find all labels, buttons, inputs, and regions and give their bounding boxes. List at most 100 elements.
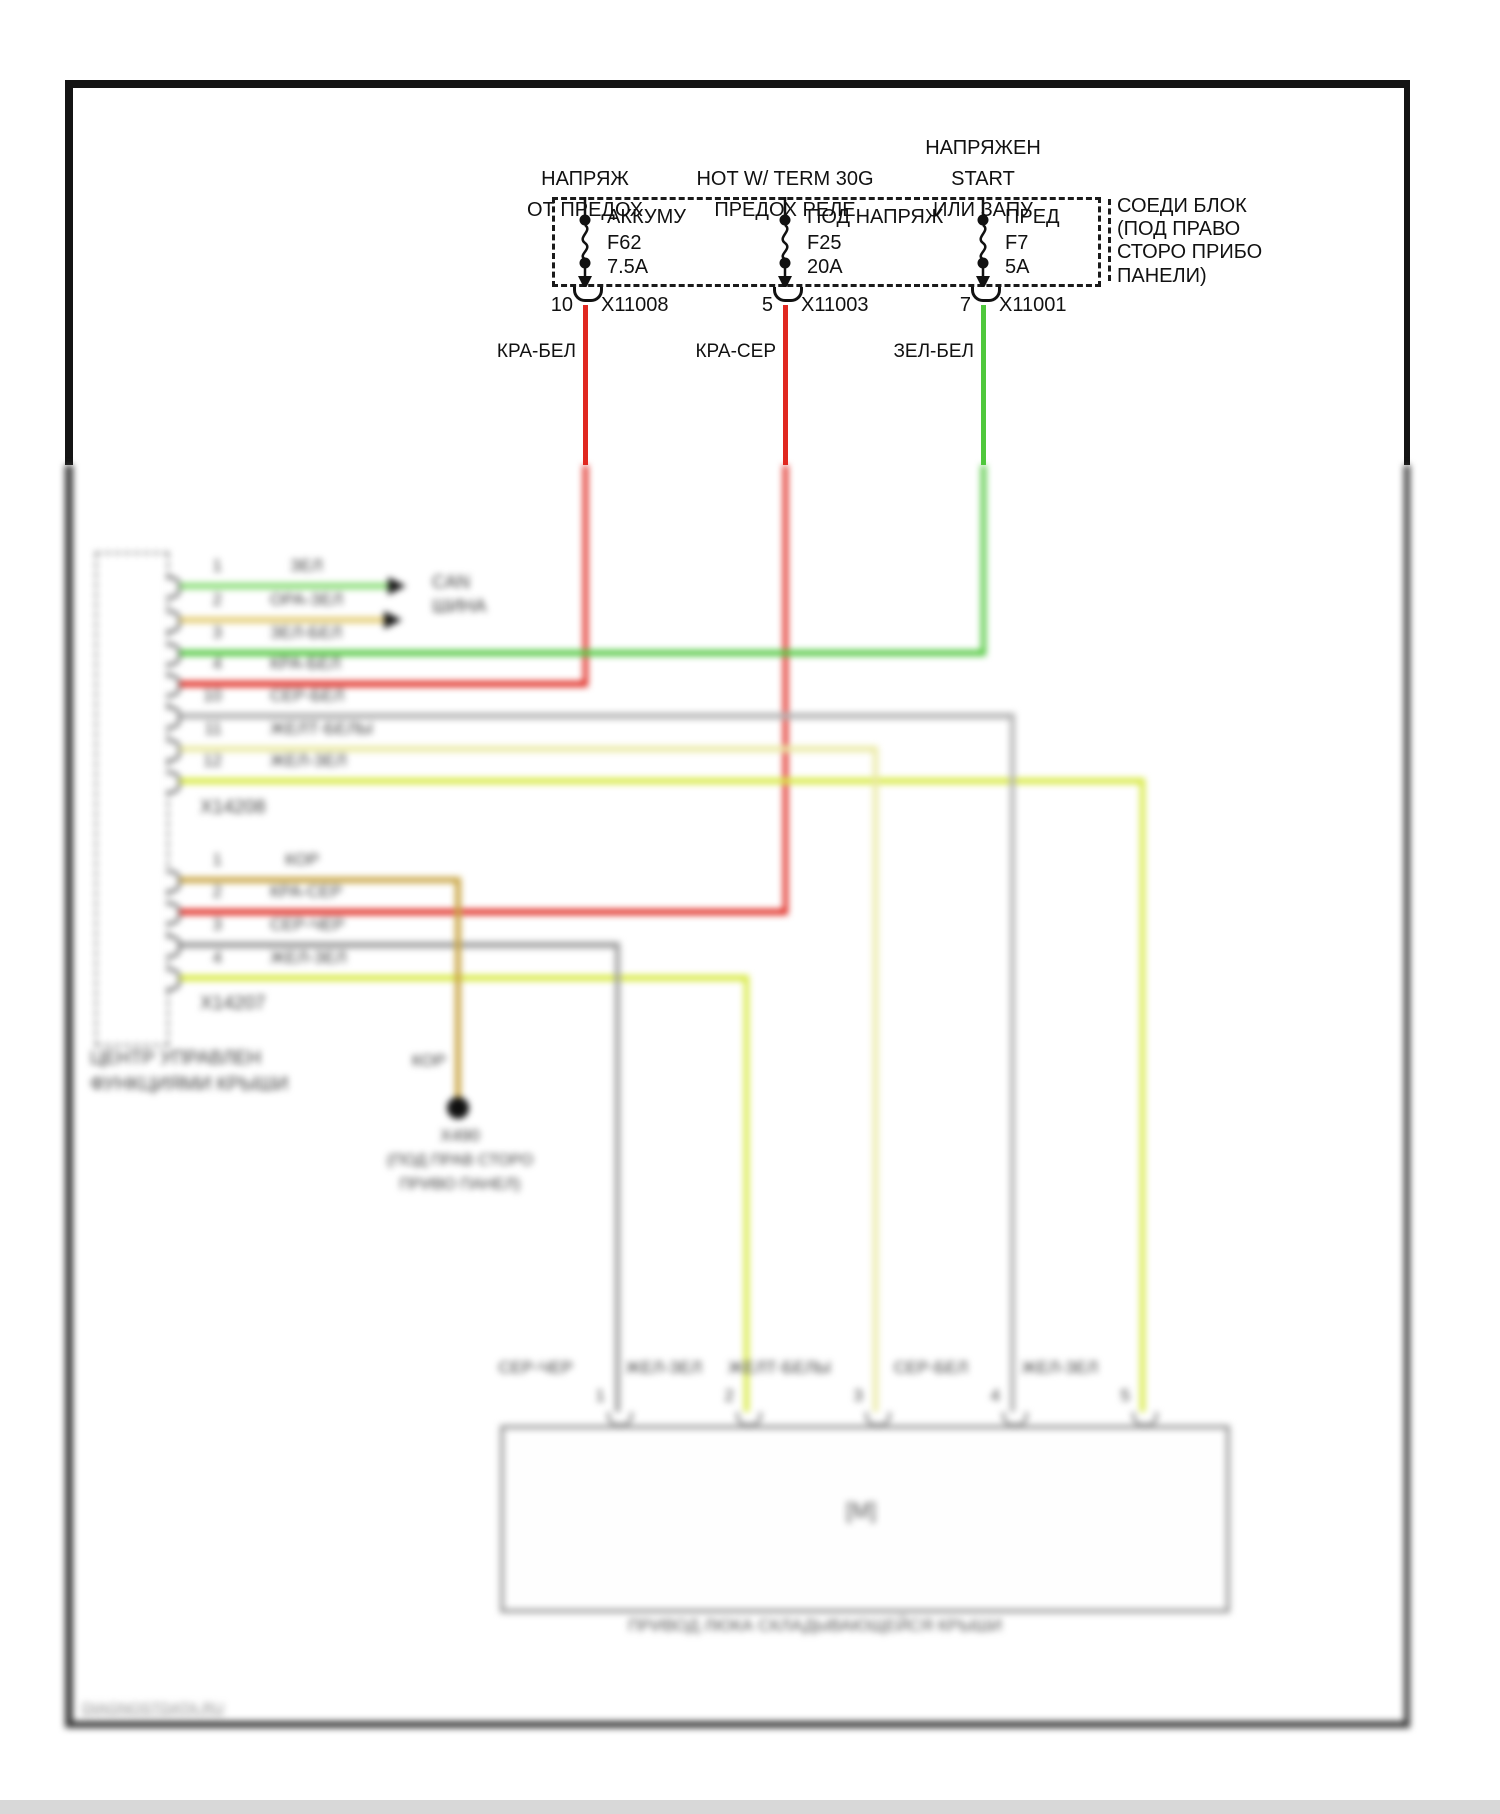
rail2-pin: 5 [761,294,773,316]
conn-b-pin1-num: 1 [212,850,222,869]
wire-kra-bel-stub [583,305,588,465]
conn-a-pin10-arc [166,706,181,729]
junction-note-line4: ПАНЕЛИ) [1117,265,1207,287]
can-label-2: ШИНА [432,596,487,616]
conn-a-pin2-num: 2 [212,590,222,609]
rail3-header-line2: START [951,168,1015,190]
motor-caption: ПРИВОД ЛЮКА СКЛАДЫВАЮЩЕЙСЯ КРЫШИ [628,1616,1002,1635]
wire-zhel-zel-horizontal-b [180,975,749,981]
rail3-wire-label: ЗЕЛ-БЕЛ [893,341,974,362]
wire-kra-bel-vertical [583,465,588,686]
frame-top-border [65,80,1410,88]
junction-note-line3: СТОРО ПРИБО [1117,241,1263,263]
motor-pin5-num: 5 [1120,1386,1130,1405]
conn-b-pin4-arc [166,968,181,991]
wire-kor-horizontal [180,877,461,883]
rail1-header-line1: НАПРЯЖ [541,168,629,190]
rail1-pin: 10 [550,294,573,316]
motor-pin3-wire: ЖЕЛТ-БЕЛЫ [728,1358,831,1377]
motor-pin1-num: 1 [595,1386,605,1405]
rail1-connector: X11008 [601,294,669,316]
conn-a-pin4-num: 4 [212,654,222,673]
conn-a-pin11-arc [166,739,181,762]
conn-b-pin2-wire: КРА-СЕР [270,882,343,901]
connector-symbol-x11008 [573,287,603,302]
frame-left-border-top [65,80,73,465]
motor-pin1-wire: СЕР-ЧЕР [498,1358,573,1377]
fuse1-rating: 7.5A [607,256,649,278]
motor-symbol: [М] [845,1498,877,1523]
frame-right-border-bottom [1404,465,1410,1725]
conn-b-pin3-wire: СЕР-ЧЕР [270,915,345,934]
bottom-gray-strip [0,1800,1500,1814]
motor-pin4-arc [1002,1412,1028,1426]
frame-left-border-bottom [65,465,73,1725]
fuse2-rating: 20A [807,256,843,278]
fuse-symbol-f25 [778,197,792,290]
splice-name: X490 [440,1126,480,1145]
conn-a-pin12-arc [166,771,181,794]
motor-pin2-num: 2 [724,1386,734,1405]
wire-kra-ser-stub [783,305,788,465]
conn-b-pin3-arc [166,935,181,958]
conn-a-pin1-arc [166,576,181,599]
conn-a-pin3-num: 3 [212,623,222,642]
wire-can-low [180,617,388,623]
wire-zel-bel-vertical [981,465,986,656]
conn-a-pin1-num: 1 [212,556,222,575]
junction-note-line2: (ПОД ПРАВО [1117,218,1241,240]
wire-zhel-zel-horizontal-a [180,778,1145,784]
wire-zhel-zel-vertical-b [744,975,749,1425]
fuse2-name: ПОД НАПРЯЖ [807,206,944,228]
splice-note1: (ПОД ПРАВ СТОРО [386,1152,534,1169]
motor-pin3-arc [865,1412,891,1426]
wire-ser-cher-vertical [615,942,620,1425]
conn-b-pin2-arc [166,902,181,925]
rail3-connector: X11001 [999,294,1067,316]
conn-b-pin4-wire: ЖЕЛ-ЗЕЛ [270,948,347,967]
rail2-connector: X11003 [801,294,869,316]
wire-zhelt-bely-horizontal [180,746,878,752]
fuse3-rating: 5A [1005,256,1030,278]
rail2-header-line1: HOT W/ TERM 30G [696,168,874,190]
rail3-pin: 7 [959,294,971,316]
conn-a-pin4-wire: КРА-БЕЛ [270,654,341,673]
conn-b-pin2-num: 2 [212,882,222,901]
connector-b-label: X14207 [200,993,266,1014]
connector-symbol-x11003 [773,287,803,302]
rail2-wire-label: КРА-СЕР [695,341,776,362]
module-name-line1: ЦЕНТР УПРАВЛЕН [90,1048,262,1069]
can-arrow-1 [388,577,406,595]
fuse3-id: F7 [1005,232,1029,254]
can-label-1: CAN [432,572,471,592]
motor-pin4-num: 4 [990,1386,1000,1405]
conn-b-pin3-num: 3 [212,915,222,934]
motor-pin2-arc [736,1412,762,1426]
conn-a-pin1-wire: ЗЕЛ [290,556,323,575]
conn-a-pin4-arc [166,674,181,697]
fuse1-id: F62 [607,232,642,254]
splice-note2: ПРИВО ПАНЕЛ) [399,1176,521,1193]
wire-can-high [180,583,392,589]
conn-a-pin11-num: 11 [204,719,222,738]
conn-a-pin10-wire: СЕР-БЕЛ [270,686,345,705]
wire-kor-vertical [455,877,461,1103]
conn-a-pin12-wire: ЖЕЛ-ЗЕЛ [270,751,347,770]
conn-b-pin4-num: 4 [212,948,222,967]
motor-pin3-num: 3 [853,1386,863,1405]
fuse2-id: F25 [807,232,842,254]
fuse-symbol-f7 [976,197,990,290]
conn-a-pin3-arc [166,643,181,666]
motor-pin1-arc [607,1412,633,1426]
frame-bottom-border [65,1721,1410,1728]
splice-dot-x490 [447,1097,469,1119]
can-arrow-2 [384,611,402,629]
connector-symbol-x11001 [971,287,1001,302]
fuse1-name: АККУМУ [607,206,686,228]
conn-a-pin10-num: 10 [203,686,222,705]
wire-ser-bel-horizontal [180,713,1015,719]
conn-a-pin3-wire: ЗЕЛ-БЕЛ [270,623,343,642]
rail1-wire-label: КРА-БЕЛ [496,341,576,362]
